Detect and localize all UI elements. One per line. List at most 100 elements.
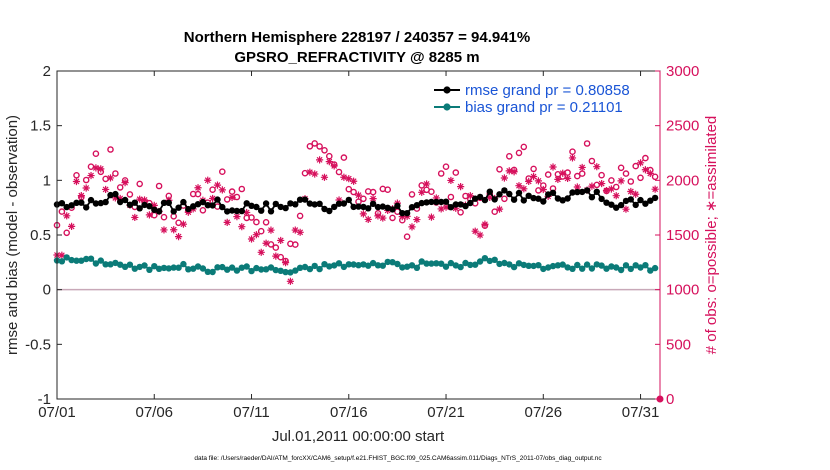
obs-possible-point xyxy=(608,177,615,184)
data-point xyxy=(97,257,105,264)
data-point xyxy=(306,200,314,207)
data-point xyxy=(462,202,469,210)
y-left-tick-label: -1 xyxy=(38,391,51,408)
data-point xyxy=(374,203,382,211)
obs-assimilated-point xyxy=(413,215,421,224)
data-point xyxy=(467,261,474,269)
data-point xyxy=(170,264,177,271)
obs-possible-point xyxy=(651,173,659,181)
data-point xyxy=(126,201,134,208)
data-point xyxy=(253,264,260,272)
obs-assimilated-point xyxy=(131,213,139,222)
data-point xyxy=(209,202,216,209)
data-point xyxy=(369,259,377,267)
data-point xyxy=(335,200,343,207)
legend-bias-label: bias grand pr = 0.21101 xyxy=(465,99,623,116)
obs-possible-point xyxy=(642,154,649,162)
obs-possible-point xyxy=(175,219,182,227)
data-point xyxy=(501,259,508,267)
x-axis-ticks: 07/01 07/06 07/11 07/16 07/21 07/26 07/31 xyxy=(38,71,659,421)
data-point xyxy=(331,262,338,269)
obs-possible-point xyxy=(530,165,537,173)
data-point xyxy=(627,265,634,273)
obs-assimilated-point xyxy=(228,193,236,202)
data-point xyxy=(593,188,600,195)
data-point xyxy=(365,205,372,212)
obs-assimilated-point xyxy=(179,220,188,228)
data-point xyxy=(525,192,532,199)
data-point xyxy=(214,264,221,271)
data-point xyxy=(151,263,158,270)
obs-possible-point xyxy=(257,227,265,235)
obs-possible-point xyxy=(116,184,124,191)
data-point xyxy=(637,196,644,204)
data-point xyxy=(472,261,479,268)
data-point xyxy=(92,200,100,207)
obs-assimilated-point xyxy=(374,212,382,220)
data-point xyxy=(233,207,241,215)
data-point xyxy=(647,197,654,204)
obs-possible-point xyxy=(82,176,90,184)
data-point xyxy=(467,199,474,207)
data-point xyxy=(233,267,241,274)
data-point xyxy=(476,258,484,265)
data-point xyxy=(272,266,279,274)
obs-assimilated-point xyxy=(437,205,445,213)
obs-possible-point xyxy=(267,241,275,248)
data-point xyxy=(58,200,66,207)
data-point xyxy=(190,265,197,272)
obs-assimilated-point xyxy=(529,172,538,181)
obs-assimilated-point xyxy=(296,228,304,236)
obs-assimilated-point xyxy=(194,184,202,192)
legend-rmse-label: rmse grand pr = 0.80858 xyxy=(465,82,630,99)
data-point xyxy=(501,187,508,194)
obs-assimilated-point xyxy=(121,179,129,187)
data-point xyxy=(442,263,450,270)
data-point xyxy=(384,204,391,211)
obs-assimilated-point xyxy=(102,185,110,194)
y-left-tick-label: 0.5 xyxy=(30,227,51,244)
data-point xyxy=(219,203,226,211)
obs-possible-point xyxy=(58,208,66,215)
data-point xyxy=(253,203,260,211)
obs-assimilated-point xyxy=(636,159,645,167)
y-left-tick-label: 1 xyxy=(43,172,51,189)
data-point xyxy=(408,204,416,211)
data-point xyxy=(141,201,148,209)
obs-possible-point xyxy=(403,233,411,240)
data-point xyxy=(63,254,70,261)
data-point xyxy=(603,199,610,206)
data-point xyxy=(248,267,255,275)
data-point xyxy=(296,264,304,271)
y-right-tick-label: 500 xyxy=(666,336,691,353)
data-point xyxy=(496,191,503,198)
obs-possible-point xyxy=(447,193,455,201)
data-point xyxy=(131,265,138,272)
obs-assimilated-point xyxy=(174,233,183,241)
data-point xyxy=(510,196,518,203)
obs-assimilated-point xyxy=(598,179,606,188)
obs-possible-point xyxy=(637,174,644,182)
y-left-axis-label: rmse and bias (model - observation) xyxy=(4,115,21,355)
obs-assimilated-point xyxy=(136,195,144,203)
obs-assimilated-point xyxy=(495,205,504,213)
obs-assimilated-point xyxy=(554,175,562,184)
data-point xyxy=(331,203,338,211)
obs-assimilated-point xyxy=(58,251,66,259)
data-point xyxy=(559,261,566,268)
obs-possible-point xyxy=(92,150,100,157)
data-point xyxy=(569,265,576,272)
x-tick-label: 07/16 xyxy=(330,404,368,421)
obs-possible-point xyxy=(291,241,299,248)
data-point xyxy=(287,269,294,276)
obs-assimilated-point xyxy=(510,168,518,176)
data-point xyxy=(545,264,552,271)
obs-assimilated-point xyxy=(432,194,440,202)
data-point xyxy=(510,263,518,271)
data-point xyxy=(68,202,75,209)
obs-possible-point xyxy=(588,157,596,165)
data-point xyxy=(627,196,634,203)
data-point xyxy=(267,264,275,271)
y-right-tick-label: 2000 xyxy=(666,172,699,189)
